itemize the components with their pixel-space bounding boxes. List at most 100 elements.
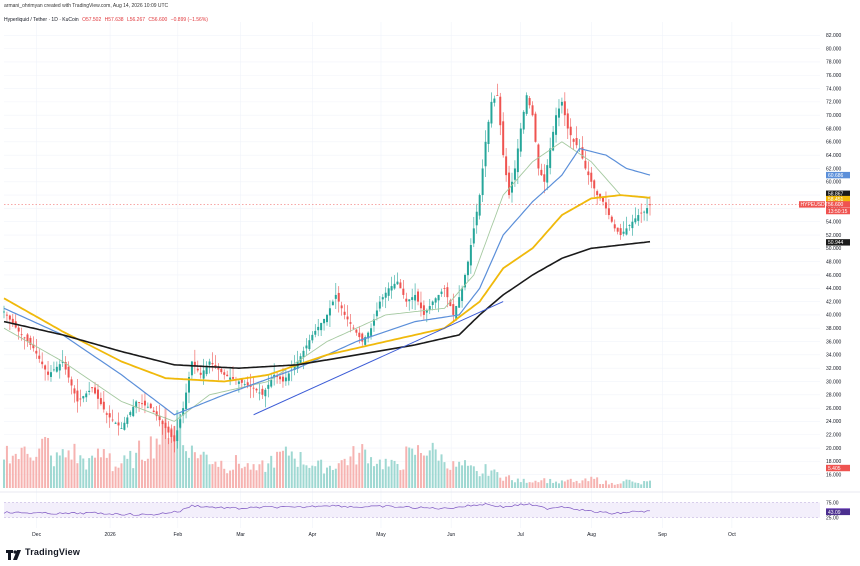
volume-bar <box>187 457 190 488</box>
candle <box>505 147 508 182</box>
candle <box>55 361 58 373</box>
candle <box>619 223 622 240</box>
volume-bar <box>593 478 596 488</box>
candle <box>531 101 534 117</box>
volume-bar <box>258 464 261 488</box>
volume-bar <box>505 476 508 488</box>
time-tick-label: Mar <box>236 532 245 538</box>
candle-body <box>99 398 102 405</box>
candle-body <box>164 422 167 429</box>
volume-bar <box>120 463 123 488</box>
candle-body <box>17 327 20 332</box>
candle-body <box>129 412 132 416</box>
candle <box>17 324 20 340</box>
candle <box>487 119 490 153</box>
volume-bar <box>417 445 420 488</box>
symbol-tag-box <box>799 201 825 208</box>
price-axis[interactable]: 82.000 80.000 78.000 76.000 74.000 72.000 70.0… <box>826 33 842 478</box>
candle <box>417 288 420 306</box>
time-axis[interactable]: Dec 2026 Feb Mar Apr May Jun Jul Aug Sep Oct <box>32 532 736 538</box>
candle-body <box>487 121 490 144</box>
candle-body <box>88 390 91 392</box>
volume-bar <box>375 463 378 488</box>
candle-body <box>484 141 487 167</box>
candle <box>108 405 111 428</box>
candle <box>587 161 590 185</box>
candle-body <box>94 387 97 394</box>
candle <box>540 163 543 177</box>
volume-bar <box>296 466 299 488</box>
candle <box>258 383 261 401</box>
candle <box>334 283 337 310</box>
candle <box>187 371 190 404</box>
candle-body <box>452 304 455 315</box>
volume-bar <box>70 459 73 488</box>
volume-bar <box>557 483 560 488</box>
candle <box>484 130 487 177</box>
candle-body <box>425 310 428 313</box>
candle <box>176 418 179 449</box>
candle-body <box>643 211 646 213</box>
volume-bar <box>461 465 464 488</box>
volume-bar <box>490 470 493 488</box>
candle-body <box>82 396 85 399</box>
volume-bar <box>302 464 305 488</box>
candle <box>229 368 232 386</box>
volume-bar <box>622 481 625 488</box>
volume-bar <box>419 452 422 488</box>
candle-body <box>516 148 519 173</box>
candle <box>522 110 525 134</box>
candle-body <box>185 392 188 409</box>
candle-body <box>167 426 170 433</box>
candle <box>47 360 50 381</box>
candle <box>584 151 587 171</box>
candle <box>88 381 91 396</box>
volume-bar <box>279 451 282 488</box>
volume-bar <box>434 449 437 488</box>
volume-bar <box>543 478 546 488</box>
candle <box>355 328 358 336</box>
candle <box>408 299 411 311</box>
volume-bar <box>323 473 326 488</box>
candle-body <box>158 415 161 421</box>
candle <box>287 371 290 386</box>
candle-body <box>387 288 390 296</box>
candle <box>490 92 493 128</box>
candle <box>449 298 452 307</box>
candle-body <box>32 344 35 349</box>
candle <box>481 159 484 203</box>
time-tick-label: Dec <box>32 532 41 538</box>
candle <box>120 422 123 429</box>
volume-bar <box>185 451 188 488</box>
volume-bar <box>484 464 487 488</box>
candle-body <box>581 147 584 159</box>
volume-bar <box>58 455 61 488</box>
volume-bar <box>334 468 337 488</box>
volume-bar <box>384 458 387 488</box>
volume-bar <box>590 476 593 488</box>
tradingview-logo[interactable]: TradingView <box>6 547 80 560</box>
candle <box>557 99 560 127</box>
candle <box>390 276 393 299</box>
volume-bar <box>94 457 97 488</box>
candle-body <box>396 281 399 285</box>
candle <box>129 410 132 418</box>
candle <box>431 300 434 311</box>
candle-body <box>399 282 402 289</box>
candle-body <box>67 366 70 378</box>
ohlc-change: −0.899 (−1.56%) <box>170 17 208 23</box>
candle-body <box>599 193 602 199</box>
candle-body <box>146 406 149 408</box>
candle-body <box>528 98 531 106</box>
candle-body <box>23 337 26 339</box>
ohlc-close: C56.600 <box>148 17 168 23</box>
volume-bar <box>610 482 613 488</box>
volume-bar <box>267 463 270 488</box>
candle-body <box>270 379 273 387</box>
symbol-name[interactable]: Hyperliquid / Tether · 1D · KuCoin <box>4 17 79 23</box>
volume-bar <box>499 477 502 488</box>
candle <box>114 421 117 425</box>
volume-bar <box>176 410 179 488</box>
volume-bar <box>364 449 367 488</box>
